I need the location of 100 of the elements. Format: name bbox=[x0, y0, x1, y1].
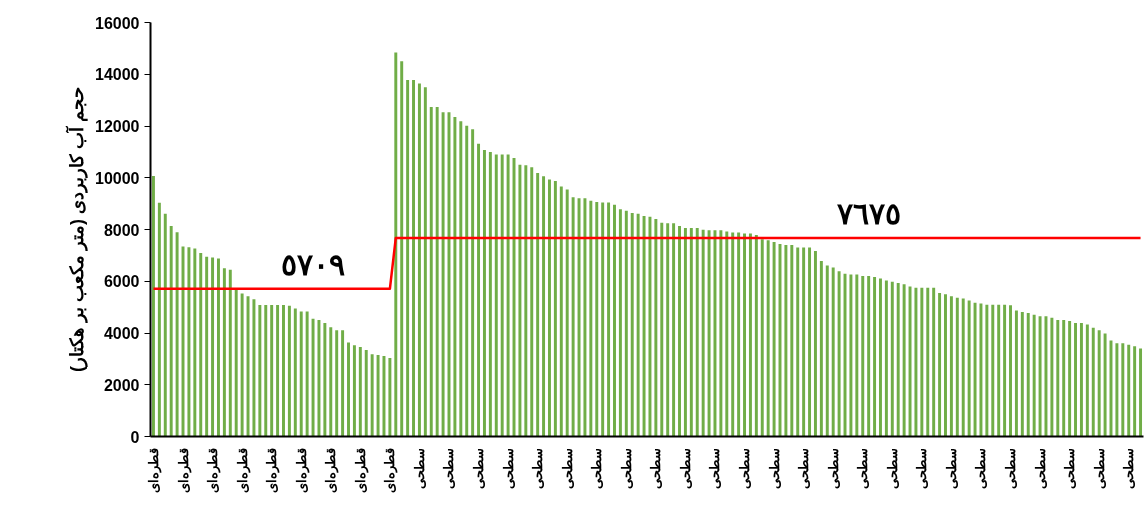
bar bbox=[417, 83, 421, 437]
bar bbox=[240, 293, 244, 437]
bar bbox=[406, 79, 410, 437]
bar bbox=[358, 346, 362, 437]
bar bbox=[258, 305, 262, 437]
bar bbox=[1121, 343, 1125, 437]
bar bbox=[595, 202, 599, 437]
y-tick-label: 4000 bbox=[103, 325, 140, 342]
bar bbox=[429, 107, 433, 437]
bar bbox=[955, 297, 959, 437]
bar bbox=[500, 154, 504, 437]
x-tick-label: سطحی bbox=[530, 447, 546, 489]
bar bbox=[341, 330, 345, 437]
bar bbox=[193, 248, 197, 437]
bar bbox=[524, 165, 528, 437]
bar bbox=[689, 227, 693, 437]
bar bbox=[548, 179, 551, 437]
x-tick-label: قطره‌ای bbox=[234, 447, 251, 493]
bar bbox=[1044, 316, 1048, 437]
bar bbox=[1038, 316, 1042, 437]
bar bbox=[896, 283, 900, 437]
x-tick-label: سطحی bbox=[677, 447, 693, 489]
bar bbox=[624, 210, 628, 437]
bar bbox=[1062, 320, 1066, 437]
bar bbox=[754, 234, 758, 437]
bar bbox=[488, 151, 492, 437]
bar bbox=[879, 278, 882, 437]
bar bbox=[825, 265, 829, 437]
bar bbox=[565, 189, 569, 437]
x-tick-label: قطره‌ای bbox=[323, 447, 340, 493]
bar bbox=[648, 216, 652, 437]
bar bbox=[666, 223, 670, 437]
bar bbox=[1068, 321, 1072, 437]
bar bbox=[589, 200, 593, 437]
bar bbox=[151, 175, 155, 437]
bar bbox=[530, 167, 534, 437]
bar bbox=[571, 197, 575, 437]
bar bbox=[837, 271, 841, 437]
y-tick-label: 2000 bbox=[103, 376, 140, 394]
bar bbox=[630, 212, 634, 437]
bar bbox=[772, 241, 776, 437]
bar bbox=[583, 198, 587, 437]
x-tick-label: سطحی bbox=[559, 447, 575, 489]
x-tick-label: سطحی bbox=[589, 447, 605, 489]
bar bbox=[695, 227, 699, 437]
bar bbox=[441, 112, 445, 437]
bar bbox=[938, 292, 942, 437]
bar bbox=[305, 311, 309, 437]
bar bbox=[1079, 322, 1083, 437]
bar bbox=[477, 143, 481, 437]
bar bbox=[737, 232, 741, 437]
x-tick-label: سطحی bbox=[825, 447, 841, 489]
y-tick-label: 10000 bbox=[95, 169, 140, 187]
bar bbox=[169, 225, 173, 437]
bar bbox=[701, 229, 705, 437]
bar bbox=[979, 303, 983, 437]
x-tick-label: قطره‌ای bbox=[175, 447, 192, 493]
x-tick-label: قطره‌ای bbox=[145, 447, 162, 493]
x-tick-label: سطحی bbox=[441, 447, 457, 489]
bar bbox=[270, 305, 274, 437]
bar bbox=[808, 247, 812, 437]
bar bbox=[861, 276, 865, 437]
bar bbox=[642, 216, 646, 437]
bar bbox=[1003, 304, 1007, 437]
bar bbox=[518, 164, 522, 437]
x-tick-label: قطره‌ای bbox=[352, 447, 369, 493]
bar bbox=[985, 304, 989, 437]
x-tick-label: سطحی bbox=[737, 447, 753, 489]
bar bbox=[908, 286, 912, 437]
bar bbox=[1091, 327, 1095, 437]
bar bbox=[796, 247, 800, 437]
x-tick-label: سطحی bbox=[648, 447, 664, 489]
x-tick-label: سطحی bbox=[1032, 447, 1048, 489]
data-label: ٥٧٠٩ bbox=[281, 247, 346, 281]
bar bbox=[364, 350, 368, 437]
bar bbox=[217, 258, 220, 437]
y-tick-label: 0 bbox=[130, 428, 140, 446]
bar bbox=[299, 311, 303, 437]
bar bbox=[211, 257, 215, 437]
bar bbox=[335, 330, 339, 437]
bar bbox=[725, 231, 729, 437]
bar bbox=[494, 154, 498, 437]
bar bbox=[264, 305, 268, 437]
bar bbox=[607, 202, 611, 437]
bar bbox=[831, 267, 835, 437]
bar bbox=[459, 121, 463, 437]
x-tick-label: سطحی bbox=[500, 447, 516, 489]
bar bbox=[323, 322, 327, 437]
bar bbox=[1026, 313, 1030, 437]
bar bbox=[228, 269, 232, 437]
x-tick-label: قطره‌ای bbox=[382, 447, 399, 493]
x-tick-label: سطحی bbox=[884, 447, 900, 489]
bar bbox=[618, 209, 622, 437]
bar bbox=[536, 173, 540, 437]
data-label: ٧٦٧٥ bbox=[836, 196, 901, 230]
bar bbox=[849, 274, 853, 437]
bar bbox=[784, 245, 788, 437]
bar bbox=[819, 261, 823, 437]
bar bbox=[949, 296, 953, 437]
x-tick-label: قطره‌ای bbox=[205, 447, 222, 493]
